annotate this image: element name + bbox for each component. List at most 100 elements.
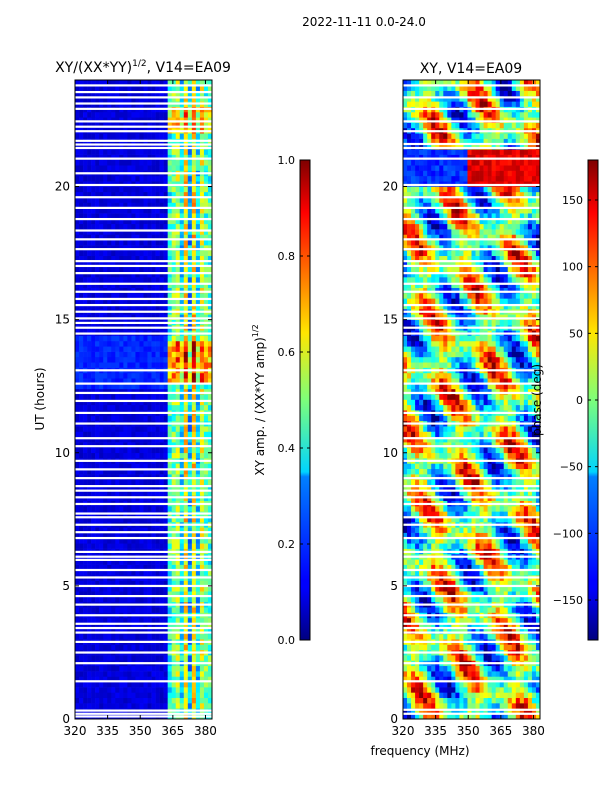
heatmap-cell: [476, 671, 480, 677]
heatmap-cell: [196, 277, 200, 283]
heatmap-cell: [95, 357, 99, 363]
heatmap-cell: [87, 543, 91, 549]
heatmap-cell: [196, 165, 200, 171]
heatmap-cell: [111, 240, 115, 246]
heatmap-cell: [131, 187, 135, 193]
heatmap-cell: [180, 149, 184, 155]
heatmap-cell: [484, 597, 488, 603]
heatmap-cell: [172, 176, 176, 182]
heatmap-cell: [439, 698, 443, 704]
heatmap-cell: [180, 671, 184, 677]
data-gap-line: [75, 291, 212, 293]
heatmap-cell: [176, 293, 180, 299]
heatmap-cell: [91, 618, 95, 624]
heatmap-cell: [196, 405, 200, 411]
heatmap-cell: [95, 618, 99, 624]
heatmap-cell: [79, 666, 83, 672]
heatmap-cell: [127, 506, 131, 512]
heatmap-cell: [480, 666, 484, 672]
data-gap-line: [75, 503, 212, 505]
heatmap-cell: [160, 447, 164, 453]
heatmap-cell: [107, 431, 111, 437]
heatmap-cell: [123, 165, 127, 171]
heatmap-cell: [512, 703, 516, 709]
heatmap-cell: [168, 266, 172, 272]
heatmap-cell: [172, 277, 176, 283]
heatmap-cell: [492, 698, 496, 704]
heatmap-cell: [152, 671, 156, 677]
heatmap-cell: [119, 453, 123, 459]
heatmap-cell: [180, 133, 184, 139]
heatmap-cell: [103, 682, 107, 688]
heatmap-cell: [188, 687, 192, 693]
heatmap-cell: [87, 634, 91, 640]
heatmap-cell: [131, 415, 135, 421]
heatmap-cell: [459, 618, 463, 624]
heatmap-cell: [91, 149, 95, 155]
heatmap-cell: [516, 682, 520, 688]
heatmap-cell: [79, 405, 83, 411]
heatmap-cell: [520, 687, 524, 693]
data-gap-line: [75, 627, 212, 629]
heatmap-cell: [111, 634, 115, 640]
heatmap-cell: [144, 165, 148, 171]
heatmap-cell: [459, 692, 463, 698]
heatmap-cell: [87, 373, 91, 379]
heatmap-cell: [127, 149, 131, 155]
data-gap-line: [75, 576, 212, 578]
heatmap-cell: [504, 597, 508, 603]
heatmap-cell: [111, 447, 115, 453]
heatmap-cell: [115, 703, 119, 709]
heatmap-cell: [512, 698, 516, 704]
heatmap-cell: [168, 352, 172, 358]
heatmap-cell: [459, 666, 463, 672]
heatmap-cell: [123, 346, 127, 352]
heatmap-cell: [467, 666, 471, 672]
heatmap-cell: [200, 160, 204, 166]
heatmap-cell: [164, 336, 168, 342]
heatmap-cell: [95, 543, 99, 549]
heatmap-cell: [144, 634, 148, 640]
heatmap-cell: [144, 447, 148, 453]
heatmap-cell: [516, 703, 520, 709]
heatmap-cell: [87, 112, 91, 118]
heatmap-cell: [156, 453, 160, 459]
heatmap-cell: [192, 415, 196, 421]
heatmap-cell: [176, 250, 180, 256]
heatmap-cell: [115, 644, 119, 650]
heatmap-cell: [152, 698, 156, 704]
heatmap-cell: [79, 213, 83, 219]
heatmap-cell: [156, 293, 160, 299]
heatmap-cell: [107, 405, 111, 411]
heatmap-cell: [148, 373, 152, 379]
heatmap-cell: [115, 357, 119, 363]
heatmap-cell: [107, 165, 111, 171]
heatmap-cell: [176, 357, 180, 363]
heatmap-cell: [172, 698, 176, 704]
heatmap-cell: [431, 692, 435, 698]
heatmap-cell: [160, 682, 164, 688]
heatmap-cell: [192, 597, 196, 603]
heatmap-cell: [200, 506, 204, 512]
heatmap-cell: [111, 426, 115, 432]
heatmap-cell: [83, 618, 87, 624]
heatmap-cell: [131, 240, 135, 246]
heatmap-cell: [164, 698, 168, 704]
heatmap-cell: [79, 431, 83, 437]
heatmap-cell: [524, 703, 528, 709]
x-tick-label: 365: [161, 724, 184, 738]
heatmap-cell: [188, 133, 192, 139]
heatmap-cell: [83, 687, 87, 693]
heatmap-cell: [115, 250, 119, 256]
heatmap-cell: [131, 618, 135, 624]
heatmap-cell: [439, 692, 443, 698]
heatmap-cell: [83, 133, 87, 139]
heatmap-cell: [504, 644, 508, 650]
heatmap-cell: [152, 213, 156, 219]
heatmap-cell: [168, 453, 172, 459]
heatmap-cell: [520, 634, 524, 640]
heatmap-cell: [75, 479, 79, 485]
heatmap-cell: [83, 187, 87, 193]
heatmap-cell: [119, 112, 123, 118]
heatmap-cell: [192, 666, 196, 672]
